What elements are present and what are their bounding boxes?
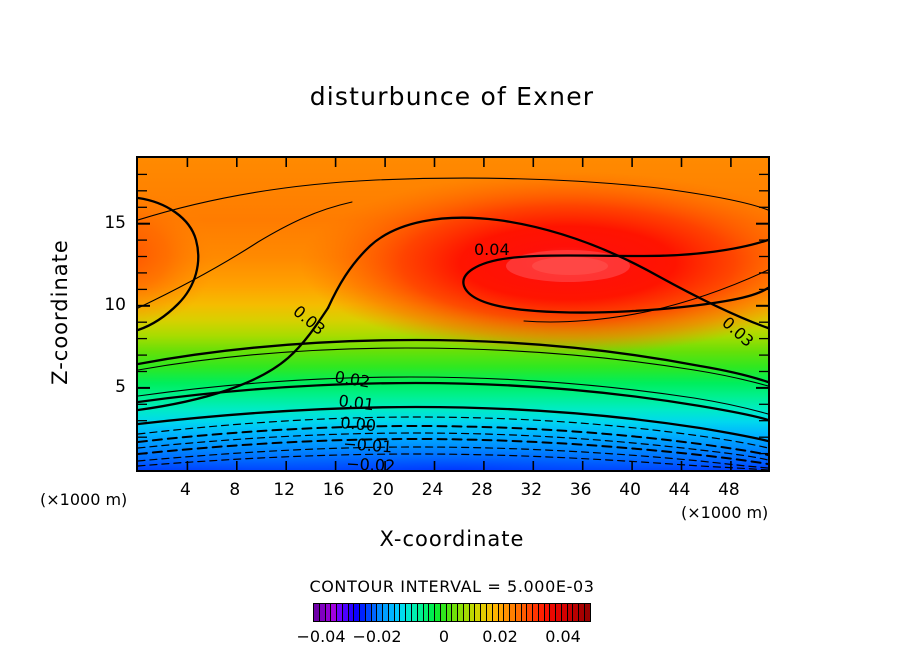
x-axis-unit-right: (×1000 m) [681,503,769,522]
colorbar-tick: 0.04 [545,627,581,646]
x-tick-label: 32 [520,480,543,500]
colorbar-swatch [510,604,516,621]
x-tick-label: 28 [471,480,493,500]
colorbar-swatch [360,604,366,621]
colorbar-swatch [538,604,545,621]
colorbar-swatch [556,604,562,621]
colorbar-swatch [371,604,378,621]
colorbar-tick-labels: −0.04 −0.02 0 0.02 0.04 [290,627,614,647]
colorbar-swatch [383,604,389,621]
x-tick-label: 20 [372,480,394,500]
colorbar-tick: −0.04 [296,627,346,646]
colorbar-swatch [348,604,355,621]
colorbar-swatch [573,604,580,621]
colorbar-swatch [469,604,476,621]
colorbar-swatch [365,604,372,621]
x-tick-label: 8 [229,480,241,500]
x-tick-label: 12 [273,480,295,500]
colorbar-swatch [440,604,447,621]
x-tick-label: 16 [322,480,345,500]
x-axis-title: X-coordinate [379,527,525,551]
colorbar-swatch [319,604,326,621]
colorbar-swatch [342,604,349,621]
colorbar-swatch [435,604,441,621]
colorbar-swatch [325,604,332,621]
contour-interval-caption: CONTOUR INTERVAL = 5.000E-03 [309,577,595,596]
colorbar-swatch [394,604,401,621]
x-tick-label: 24 [421,480,444,500]
colorbar-swatch [400,604,407,621]
contour-label-0-04: 0.04 [474,240,510,259]
y-tick-label: 15 [104,213,126,233]
colorbar-swatch [314,604,320,621]
y-tick-label: 5 [115,377,126,397]
colorbar-swatch [429,604,436,621]
contour-label-0-01: 0.01 [338,391,376,414]
colorbar-swatch [481,604,487,621]
colorbar-swatch [446,604,453,621]
contour-label-neg0-02: −0.02 [346,454,396,470]
colorbar [313,603,591,622]
colorbar-swatch [504,604,511,621]
colorbar-swatch [498,604,505,621]
colorbar-tick: −0.02 [352,627,402,646]
contour-label-0-00: 0.00 [340,413,377,435]
colorbar-swatch [584,604,590,621]
contour-field: 0.04 0.03 0.03 0.02 [138,158,768,470]
y-axis-title: Z-coordinate [48,239,72,385]
colorbar-swatch [533,604,539,621]
x-tick-label: 36 [569,480,592,500]
colorbar-swatch [550,604,557,621]
colorbar-swatch [521,604,528,621]
colorbar-swatch [388,604,395,621]
colorbar-tick: 0.02 [482,627,518,646]
colorbar-swatch [527,604,534,621]
colorbar-tick: 0 [438,627,450,646]
colorbar-swatch [579,604,585,621]
x-tick-label: 40 [619,480,641,500]
colorbar-swatch [561,604,568,621]
contour-label-neg0-01: −0.01 [343,434,393,456]
colorbar-swatch [463,604,470,621]
page-title: disturbunce of Exner [309,82,595,111]
x-tick-label: 48 [718,480,740,500]
x-tick-label: 4 [179,480,191,500]
x-axis-unit-left: (×1000 m) [40,490,128,509]
colorbar-swatch [475,604,482,621]
colorbar-swatch [417,604,424,621]
contour-plot-area: 0.04 0.03 0.03 0.02 [136,156,770,472]
colorbar-swatch [423,604,430,621]
colorbar-swatch [544,604,551,621]
axis-ticks [138,158,768,470]
colorbar-swatch [331,604,338,621]
colorbar-swatch [492,604,499,621]
colorbar-swatch [354,604,361,621]
colorbar-swatch [377,604,384,621]
colorbar-swatch [452,604,459,621]
colorbar-swatch [486,604,493,621]
y-tick-label: 10 [104,295,126,315]
colorbar-swatch [412,604,418,621]
colorbar-swatch [515,604,522,621]
colorbar-swatch [406,604,413,621]
x-tick-label: 44 [668,480,691,500]
colorbar-swatch [567,604,574,621]
colorbar-swatch [337,604,343,621]
colorbar-swatch [458,604,464,621]
